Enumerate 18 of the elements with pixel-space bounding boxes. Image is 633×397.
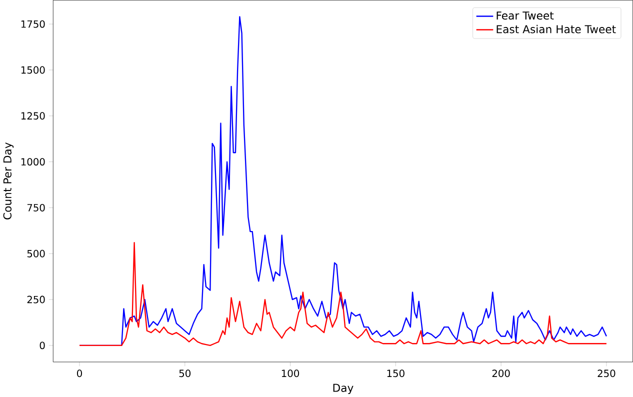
y-tick-label: 500 <box>27 250 45 258</box>
y-tick-label: 0 <box>40 342 45 350</box>
y-tick-label: 750 <box>27 204 45 212</box>
y-tick-label: 1000 <box>21 158 45 166</box>
y-tick-label: 250 <box>27 296 45 304</box>
x-tick-label: 100 <box>282 369 300 377</box>
x-tick-label: 0 <box>77 369 82 377</box>
x-axis-title: Day <box>333 384 354 394</box>
y-axis-title: Count Per Day <box>3 142 14 220</box>
y-tick-label: 1750 <box>21 20 45 28</box>
x-tick-label: 150 <box>387 369 404 377</box>
x-tick-label: 50 <box>179 369 191 377</box>
y-tick-label: 1250 <box>21 112 45 120</box>
y-tick-label: 1500 <box>21 66 45 74</box>
legend-label: East Asian Hate Tweet <box>496 24 616 34</box>
legend-label: Fear Tweet <box>496 11 554 20</box>
x-tick-label: 200 <box>492 369 510 377</box>
x-tick-label: 250 <box>598 369 616 377</box>
